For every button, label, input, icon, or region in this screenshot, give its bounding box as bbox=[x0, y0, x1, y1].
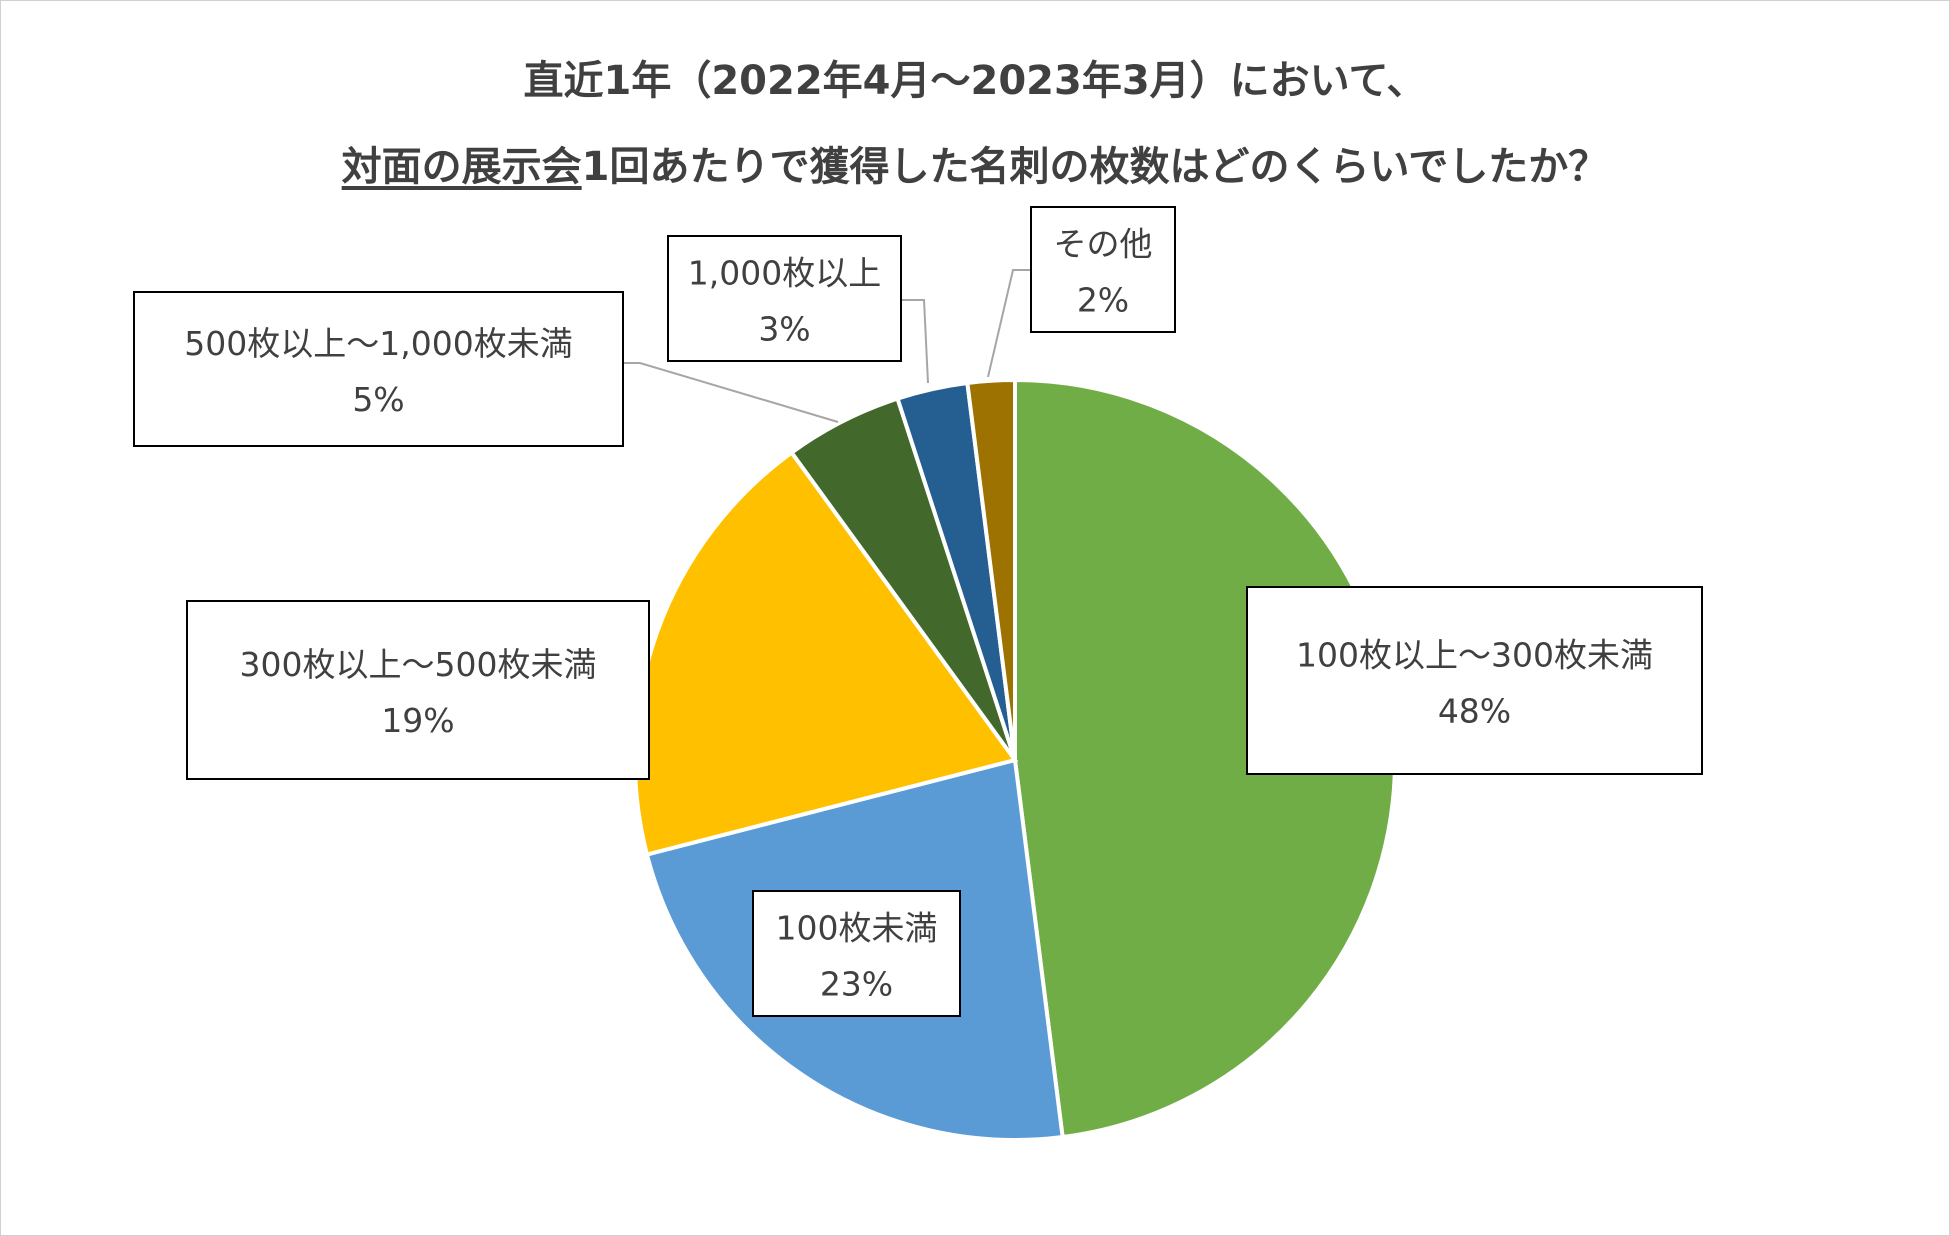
data-label-category-1: 100枚未満 bbox=[776, 909, 938, 948]
data-label-box-0 bbox=[1246, 586, 1703, 775]
data-label-category-5: その他 bbox=[1054, 225, 1153, 264]
data-label-0: 100枚以上～300枚未満 48% bbox=[1246, 586, 1703, 775]
data-label-category-3: 500枚以上～1,000枚未満 bbox=[184, 324, 572, 363]
data-label-2: 300枚以上～500枚未満 19% bbox=[186, 600, 650, 780]
data-label-category-2: 300枚以上～500枚未満 bbox=[240, 645, 597, 684]
data-label-1: 100枚未満 23% bbox=[752, 890, 961, 1017]
data-label-box-2 bbox=[186, 600, 650, 780]
data-label-4: 1,000枚以上 3% bbox=[667, 235, 902, 362]
data-label-value-0: 48% bbox=[1438, 692, 1511, 731]
data-label-value-3: 5% bbox=[352, 380, 404, 419]
data-label-value-5: 2% bbox=[1077, 281, 1129, 320]
data-label-value-1: 23% bbox=[820, 965, 893, 1004]
data-label-box-5 bbox=[1030, 206, 1176, 333]
data-label-value-2: 19% bbox=[381, 701, 454, 740]
chart-title-rest: 1回あたりで獲得した名刺の枚数はどのくらいでしたか？ bbox=[581, 144, 1609, 190]
chart-title: 直近1年（2022年4月～2023年3月）において、 対面の展示会1回あたりで獲… bbox=[0, 38, 1950, 210]
leader-line-3 bbox=[623, 362, 839, 423]
data-label-box-1 bbox=[752, 890, 961, 1017]
chart-title-underlined: 対面の展示会 bbox=[341, 144, 582, 190]
leader-lines bbox=[623, 269, 1031, 423]
data-labels: 100枚以上～300枚未満 48% 100枚未満 23% 300枚以上～500枚未満 19… bbox=[133, 206, 1703, 1017]
data-label-box-3 bbox=[133, 291, 624, 447]
data-label-5: その他 2% bbox=[1030, 206, 1176, 333]
data-label-value-4: 3% bbox=[758, 310, 810, 349]
data-label-category-4: 1,000枚以上 bbox=[688, 254, 881, 293]
pie-slice-2 bbox=[633, 449, 1019, 857]
data-label-3: 500枚以上～1,000枚未満 5% bbox=[133, 291, 624, 447]
data-label-category-0: 100枚以上～300枚未満 bbox=[1296, 636, 1653, 675]
pie-slice-5 bbox=[965, 377, 1017, 761]
leader-line-5 bbox=[987, 269, 1031, 378]
chart-title-line-1: 直近1年（2022年4月～2023年3月）において、 bbox=[523, 58, 1427, 104]
data-label-box-4 bbox=[667, 235, 902, 362]
chart-title-line-2: 対面の展示会1回あたりで獲得した名刺の枚数はどのくらいでしたか？ bbox=[0, 124, 1950, 210]
leader-line-4 bbox=[901, 299, 929, 384]
